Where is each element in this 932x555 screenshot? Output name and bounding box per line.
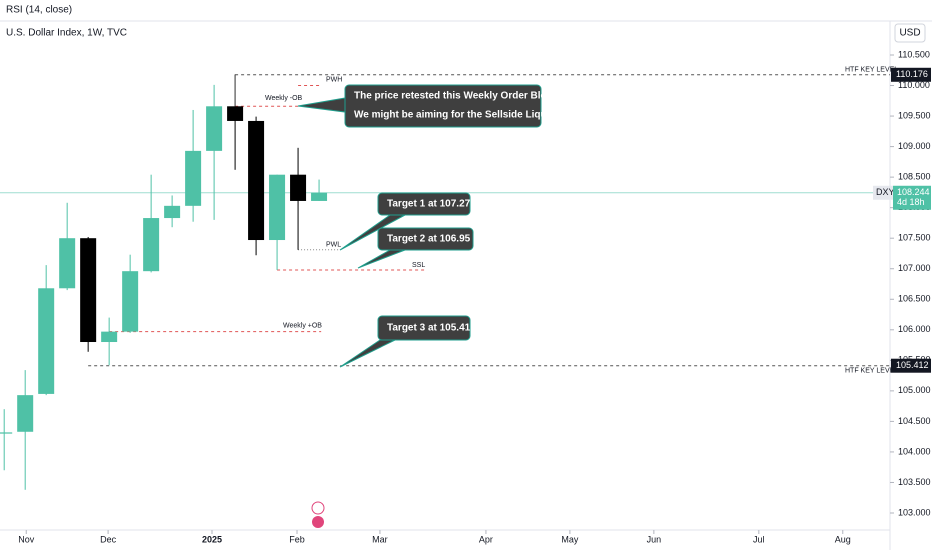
candle-body (101, 331, 118, 343)
y-tick-label: 106.000 (898, 324, 931, 334)
y-tick-label: 108.500 (898, 172, 931, 182)
y-tick-label: 107.500 (898, 233, 931, 243)
x-tick-label: Feb (289, 534, 305, 544)
candle-body (143, 218, 160, 272)
y-tick-label: 104.000 (898, 446, 931, 456)
level-label: PWH (326, 76, 342, 83)
candle-body (38, 288, 55, 394)
x-tick-label: May (561, 534, 579, 544)
x-tick-label: Dec (100, 534, 117, 544)
callout-box (377, 227, 474, 251)
level-label: HTF KEY LEVEL (845, 368, 898, 375)
level-label: HTF KEY LEVEL (845, 67, 898, 74)
axis-price-label: 105.412 (896, 360, 929, 370)
y-tick-label: 105.000 (898, 385, 931, 395)
y-tick-label: 103.500 (898, 477, 931, 487)
y-tick-label: 104.500 (898, 416, 931, 426)
level-label: SSL (412, 262, 425, 269)
currency-label: USD (899, 28, 920, 39)
axis-price-box (891, 358, 931, 373)
y-tick-label: 110.000 (898, 80, 930, 90)
y-tick-label: 109.000 (898, 141, 931, 151)
callout-text: We might be aiming for the Sellside Liqu… (354, 110, 569, 121)
callout-box (344, 84, 542, 128)
candle-body (248, 120, 265, 241)
candle-body (0, 432, 13, 434)
axis-price-box (893, 185, 931, 210)
event-icon[interactable] (312, 516, 324, 528)
candle-body (269, 174, 286, 241)
x-tick-label: Aug (835, 534, 851, 544)
axis-price-label: 110.176 (896, 69, 928, 79)
candle-body (80, 238, 97, 343)
callout-text: Target 3 at 105.412 (387, 323, 476, 334)
indicator-label: RSI (14, close) (6, 5, 72, 16)
callout-text: Target 2 at 106.95 (387, 234, 471, 245)
candle-body (59, 238, 76, 289)
y-tick-label: 107.000 (898, 263, 931, 273)
callout-text: Target 1 at 107.27 (387, 199, 471, 210)
x-tick-label: Nov (18, 534, 35, 544)
countdown-label: 4d 18h (897, 197, 925, 207)
chart-title: U.S. Dollar Index, 1W, TVC (6, 28, 127, 39)
x-tick-label: Apr (479, 534, 493, 544)
candle-body (311, 192, 328, 201)
y-tick-label: 103.000 (898, 507, 931, 517)
y-tick-label: 110.500 (898, 49, 930, 59)
y-tick-label: 106.500 (898, 294, 931, 304)
level-label: PWL (326, 242, 341, 249)
candle-body (290, 174, 307, 201)
level-label: Weekly -OB (265, 95, 303, 102)
candle-body (227, 106, 244, 121)
x-tick-label: Mar (372, 534, 388, 544)
candle-body (122, 271, 139, 332)
candle-body (185, 150, 202, 206)
y-tick-label: 109.500 (898, 110, 931, 120)
callout-box (377, 192, 471, 216)
currency-box[interactable] (894, 23, 926, 43)
symbol-box (873, 185, 893, 200)
x-tick-label: Jun (647, 534, 662, 544)
candle-body (206, 106, 223, 151)
candle-body (164, 205, 181, 219)
axis-price-box (891, 67, 931, 82)
candle-body (17, 395, 34, 432)
level-label: Weekly +OB (283, 322, 322, 329)
symbol-label: DXY (876, 187, 895, 197)
callout-box (377, 315, 471, 341)
axis-price-label: 108.244 (897, 187, 930, 197)
callout-text: The price retested this Weekly Order Blo… (354, 91, 561, 102)
x-tick-label: 2025 (202, 534, 222, 544)
event-icon[interactable] (311, 501, 325, 515)
x-tick-label: Jul (753, 534, 765, 544)
